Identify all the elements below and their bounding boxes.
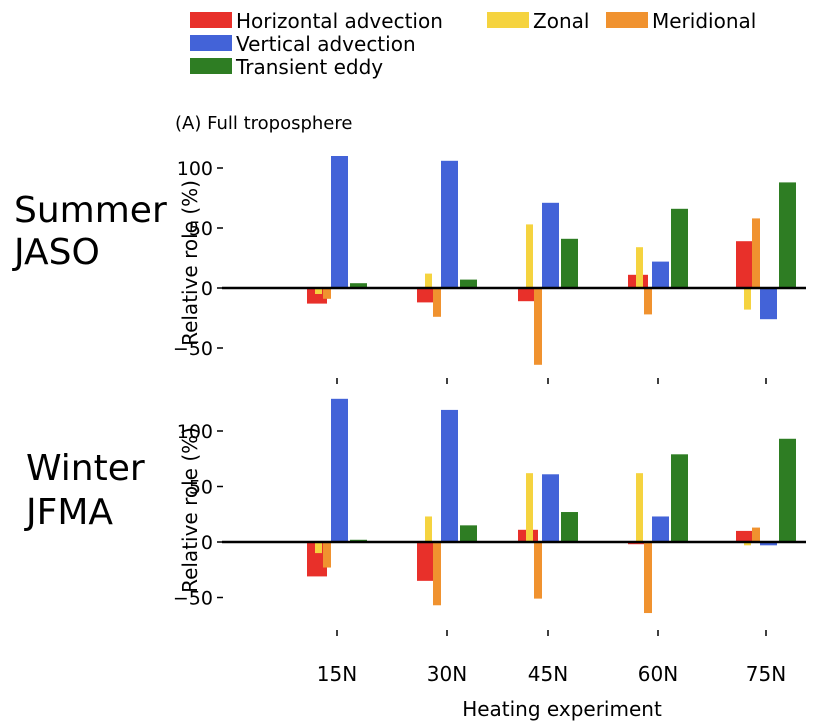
y-tick-label: 0 xyxy=(201,532,213,554)
x-axis-label: Heating experiment xyxy=(462,697,662,721)
bar-zonal-75n xyxy=(744,542,751,546)
bar-zonal-15n xyxy=(315,288,322,294)
legend: Horizontal advection Vertical advection … xyxy=(190,9,756,79)
legend-swatch-vertical-advection xyxy=(190,35,232,51)
bar-zonal-30n xyxy=(425,516,432,542)
bar-zonal-60n xyxy=(636,473,643,542)
season-label-summer: Summer xyxy=(14,190,167,231)
x-category-label: 60N xyxy=(638,662,678,686)
bar-vertical-advection-60n xyxy=(652,261,669,288)
season-label-jaso: JASO xyxy=(12,232,100,273)
x-category-label: 75N xyxy=(746,662,786,686)
bar-vertical-advection-45n xyxy=(542,202,559,288)
y-tick-label: 50 xyxy=(189,477,213,499)
bar-horizontal-advection-75n xyxy=(736,241,756,288)
bar-meridional-75n xyxy=(752,527,760,542)
x-category-label: 30N xyxy=(427,662,467,686)
y-tick-label: 0 xyxy=(201,278,213,300)
y-tick-label: −50 xyxy=(173,338,213,360)
season-label-winter: Winter xyxy=(26,448,145,489)
bar-meridional-60n xyxy=(644,542,652,614)
bar-vertical-advection-75n xyxy=(760,288,777,320)
legend-swatch-zonal xyxy=(487,12,529,28)
bar-vertical-advection-30n xyxy=(441,160,458,288)
bar-vertical-advection-75n xyxy=(760,542,777,546)
bar-zonal-30n xyxy=(425,273,432,288)
bar-meridional-15n xyxy=(323,288,331,299)
legend-label-vertical-advection: Vertical advection xyxy=(236,32,416,56)
bar-vertical-advection-45n xyxy=(542,474,559,542)
bar-transient-eddy-75n xyxy=(779,182,796,288)
bar-meridional-30n xyxy=(433,288,441,317)
bar-transient-eddy-60n xyxy=(671,208,688,288)
x-category-label: 15N xyxy=(317,662,357,686)
bar-meridional-45n xyxy=(534,288,542,365)
y-tick-label: 100 xyxy=(177,158,213,180)
bar-meridional-45n xyxy=(534,542,542,599)
panel-winter: −50 0 50 100 xyxy=(173,398,806,636)
bar-transient-eddy-45n xyxy=(561,238,578,288)
panel-summer: −50 0 50 100 xyxy=(173,156,806,384)
bar-transient-eddy-75n xyxy=(779,438,796,542)
bar-transient-eddy-60n xyxy=(671,454,688,542)
bar-vertical-advection-15n xyxy=(331,156,348,288)
bar-zonal-75n xyxy=(744,288,751,310)
bar-transient-eddy-30n xyxy=(460,279,477,288)
bar-zonal-45n xyxy=(526,224,533,288)
panel-title: (A) Full troposphere xyxy=(175,113,352,134)
bar-meridional-60n xyxy=(644,288,652,315)
legend-swatch-transient-eddy xyxy=(190,58,232,74)
bar-transient-eddy-15n xyxy=(350,283,367,288)
y-tick-label: −50 xyxy=(173,588,213,610)
legend-label-meridional: Meridional xyxy=(652,9,756,33)
bar-meridional-15n xyxy=(323,542,331,568)
y-tick-label: 100 xyxy=(177,421,213,443)
bar-meridional-30n xyxy=(433,542,441,606)
legend-swatch-horizontal-advection xyxy=(190,12,232,28)
bar-meridional-75n xyxy=(752,218,760,288)
bar-zonal-15n xyxy=(315,542,322,554)
legend-label-transient-eddy: Transient eddy xyxy=(235,55,383,79)
bar-horizontal-advection-30n xyxy=(417,288,437,303)
bar-horizontal-advection-30n xyxy=(417,542,437,581)
legend-swatch-meridional xyxy=(606,12,648,28)
bar-zonal-45n xyxy=(526,473,533,542)
bar-transient-eddy-45n xyxy=(561,512,578,542)
bar-transient-eddy-30n xyxy=(460,525,477,542)
legend-label-zonal: Zonal xyxy=(533,9,589,33)
bar-horizontal-advection-45n xyxy=(518,288,538,302)
bar-zonal-60n xyxy=(636,247,643,288)
y-axis-label-top: Relative role (%) xyxy=(178,180,202,346)
x-category-labels: 15N 30N 45N 60N 75N xyxy=(317,662,786,686)
legend-label-horizontal-advection: Horizontal advection xyxy=(236,9,443,33)
season-label-jfma: JFMA xyxy=(24,492,113,533)
x-category-label: 45N xyxy=(528,662,568,686)
bar-vertical-advection-15n xyxy=(331,398,348,542)
y-axis-label-bottom: Relative role (%) xyxy=(178,427,202,593)
bar-vertical-advection-30n xyxy=(441,409,458,542)
y-tick-label: 50 xyxy=(189,218,213,240)
bar-vertical-advection-60n xyxy=(652,516,669,542)
bar-horizontal-advection-75n xyxy=(736,530,756,542)
